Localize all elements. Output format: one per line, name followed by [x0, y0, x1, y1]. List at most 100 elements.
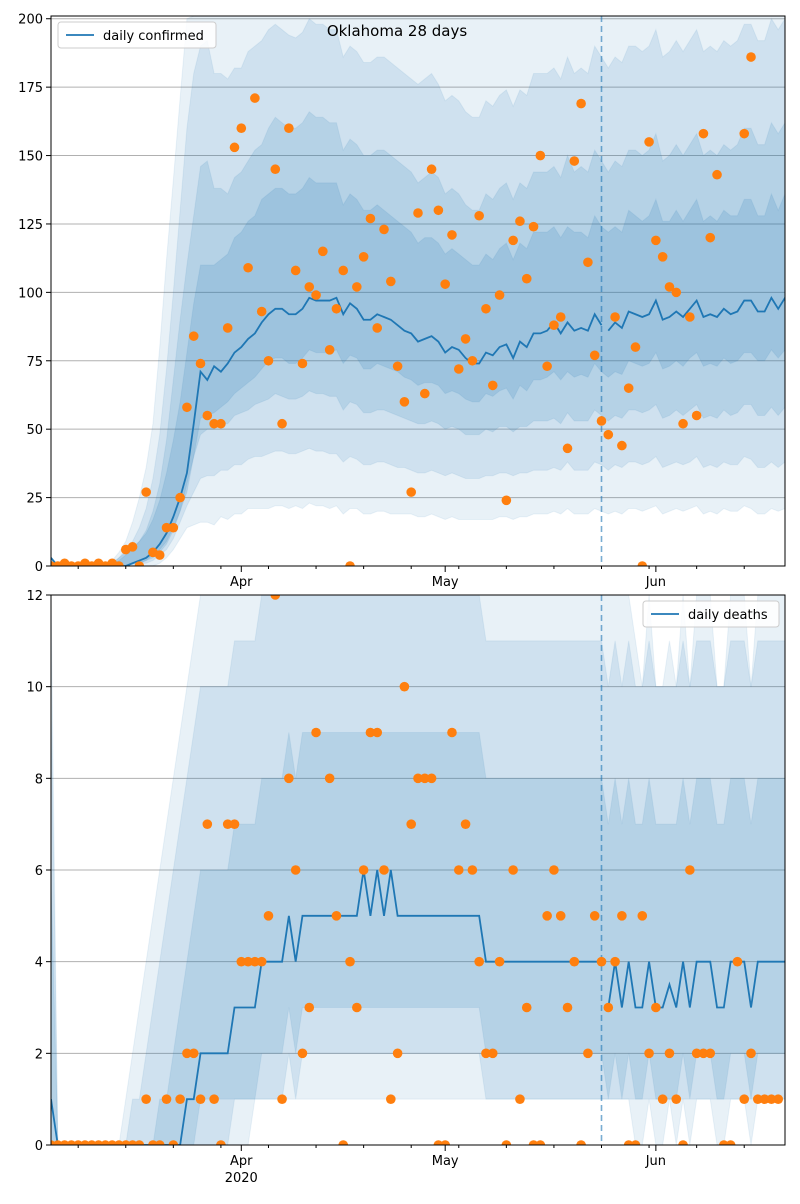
- data-point: [698, 128, 709, 139]
- data-point: [474, 956, 484, 967]
- data-point: [141, 487, 151, 497]
- confidence-band-4: [51, 176, 785, 566]
- data-point: [487, 1048, 498, 1059]
- x-axis: Apr May Jun: [77, 566, 745, 590]
- deaths-points: [51, 595, 783, 1145]
- data-point: [338, 1140, 349, 1145]
- data-point: [460, 819, 471, 829]
- data-point: [188, 331, 199, 341]
- data-point: [746, 1048, 756, 1059]
- data-point: [141, 1094, 151, 1104]
- data-point: [705, 1048, 716, 1059]
- data-point: [549, 320, 559, 331]
- panel-confirmed: 0 25 50 75 100 125 150 175 200 Apr May Jun Oklahom…: [18, 13, 786, 590]
- data-point: [134, 1140, 145, 1145]
- y-axis: 0 2 4 6 8 10 12: [26, 589, 51, 1154]
- data-point: [216, 1140, 226, 1145]
- data-point: [555, 911, 566, 921]
- data-point: [358, 251, 369, 262]
- x-tick-sublabel: 2020: [225, 1171, 258, 1186]
- confidence-band-3: [51, 111, 785, 566]
- data-point: [678, 418, 688, 429]
- data-point: [589, 911, 600, 921]
- chart-title: Oklahoma 28 days: [327, 22, 468, 40]
- data-point: [345, 956, 355, 967]
- legend: daily deaths: [642, 600, 780, 628]
- data-point: [202, 410, 213, 421]
- data-point: [202, 819, 213, 829]
- data-point: [284, 773, 294, 784]
- data-point: [365, 727, 376, 738]
- data-point: [698, 1048, 709, 1059]
- data-point: [440, 279, 450, 289]
- data-point: [705, 232, 716, 243]
- data-point: [392, 361, 403, 372]
- data-point: [399, 681, 410, 692]
- series-line: [51, 869, 602, 1145]
- data-point: [664, 1048, 675, 1059]
- data-point: [175, 492, 185, 503]
- data-point: [195, 1094, 206, 1104]
- grid-lines: [51, 18, 785, 499]
- data-point: [379, 224, 389, 235]
- data-point: [501, 495, 512, 506]
- data-point: [589, 350, 600, 361]
- data-point: [515, 216, 525, 227]
- data-point: [651, 235, 661, 246]
- plot-frame: [50, 15, 786, 567]
- panel-deaths: 0 2 4 6 8 10 12 Apr 2020 May Jun daily deaths: [26, 589, 786, 1186]
- data-point: [338, 265, 349, 276]
- series-line: [51, 296, 603, 566]
- data-point: [644, 1048, 654, 1059]
- data-point: [256, 956, 267, 967]
- data-point: [352, 1002, 362, 1013]
- data-point: [365, 213, 376, 224]
- data-point: [229, 819, 240, 829]
- data-point: [324, 773, 335, 784]
- data-point: [746, 52, 756, 62]
- data-point: [481, 303, 491, 314]
- y-tick-label: 150: [18, 150, 43, 165]
- data-point: [318, 246, 328, 257]
- data-point: [161, 1094, 172, 1104]
- series-line-forecast: [607, 295, 785, 332]
- x-tick-label: May: [432, 575, 459, 590]
- data-point: [732, 956, 743, 967]
- y-tick-label: 6: [35, 864, 43, 879]
- data-point: [603, 429, 614, 440]
- series-line-forecast: [607, 960, 785, 1009]
- data-point: [725, 1140, 736, 1145]
- data-point: [542, 911, 552, 921]
- y-tick-label: 175: [18, 81, 43, 96]
- data-point: [739, 1094, 750, 1104]
- data-point: [243, 262, 253, 273]
- data-point: [467, 355, 478, 366]
- data-point: [114, 561, 124, 566]
- data-point: [494, 290, 505, 300]
- data-point: [685, 312, 695, 322]
- deaths-line: [51, 869, 785, 1145]
- data-point: [392, 1048, 403, 1059]
- data-point: [542, 361, 552, 372]
- data-point: [501, 1140, 512, 1145]
- data-point: [182, 402, 192, 413]
- data-point: [331, 911, 342, 921]
- data-point: [610, 956, 620, 967]
- data-point: [236, 123, 247, 133]
- data-point: [576, 1140, 586, 1145]
- data-point: [555, 312, 566, 322]
- data-point: [739, 128, 750, 139]
- data-point: [379, 865, 389, 875]
- data-point: [426, 164, 437, 175]
- data-point: [521, 1002, 532, 1013]
- data-point: [596, 956, 607, 967]
- data-point: [263, 911, 274, 921]
- data-point: [610, 312, 620, 322]
- data-point: [487, 380, 498, 391]
- data-point: [657, 251, 668, 262]
- data-point: [154, 550, 165, 560]
- y-tick-label: 0: [35, 560, 43, 575]
- confirmed-points: [51, 52, 756, 566]
- data-point: [515, 1094, 525, 1104]
